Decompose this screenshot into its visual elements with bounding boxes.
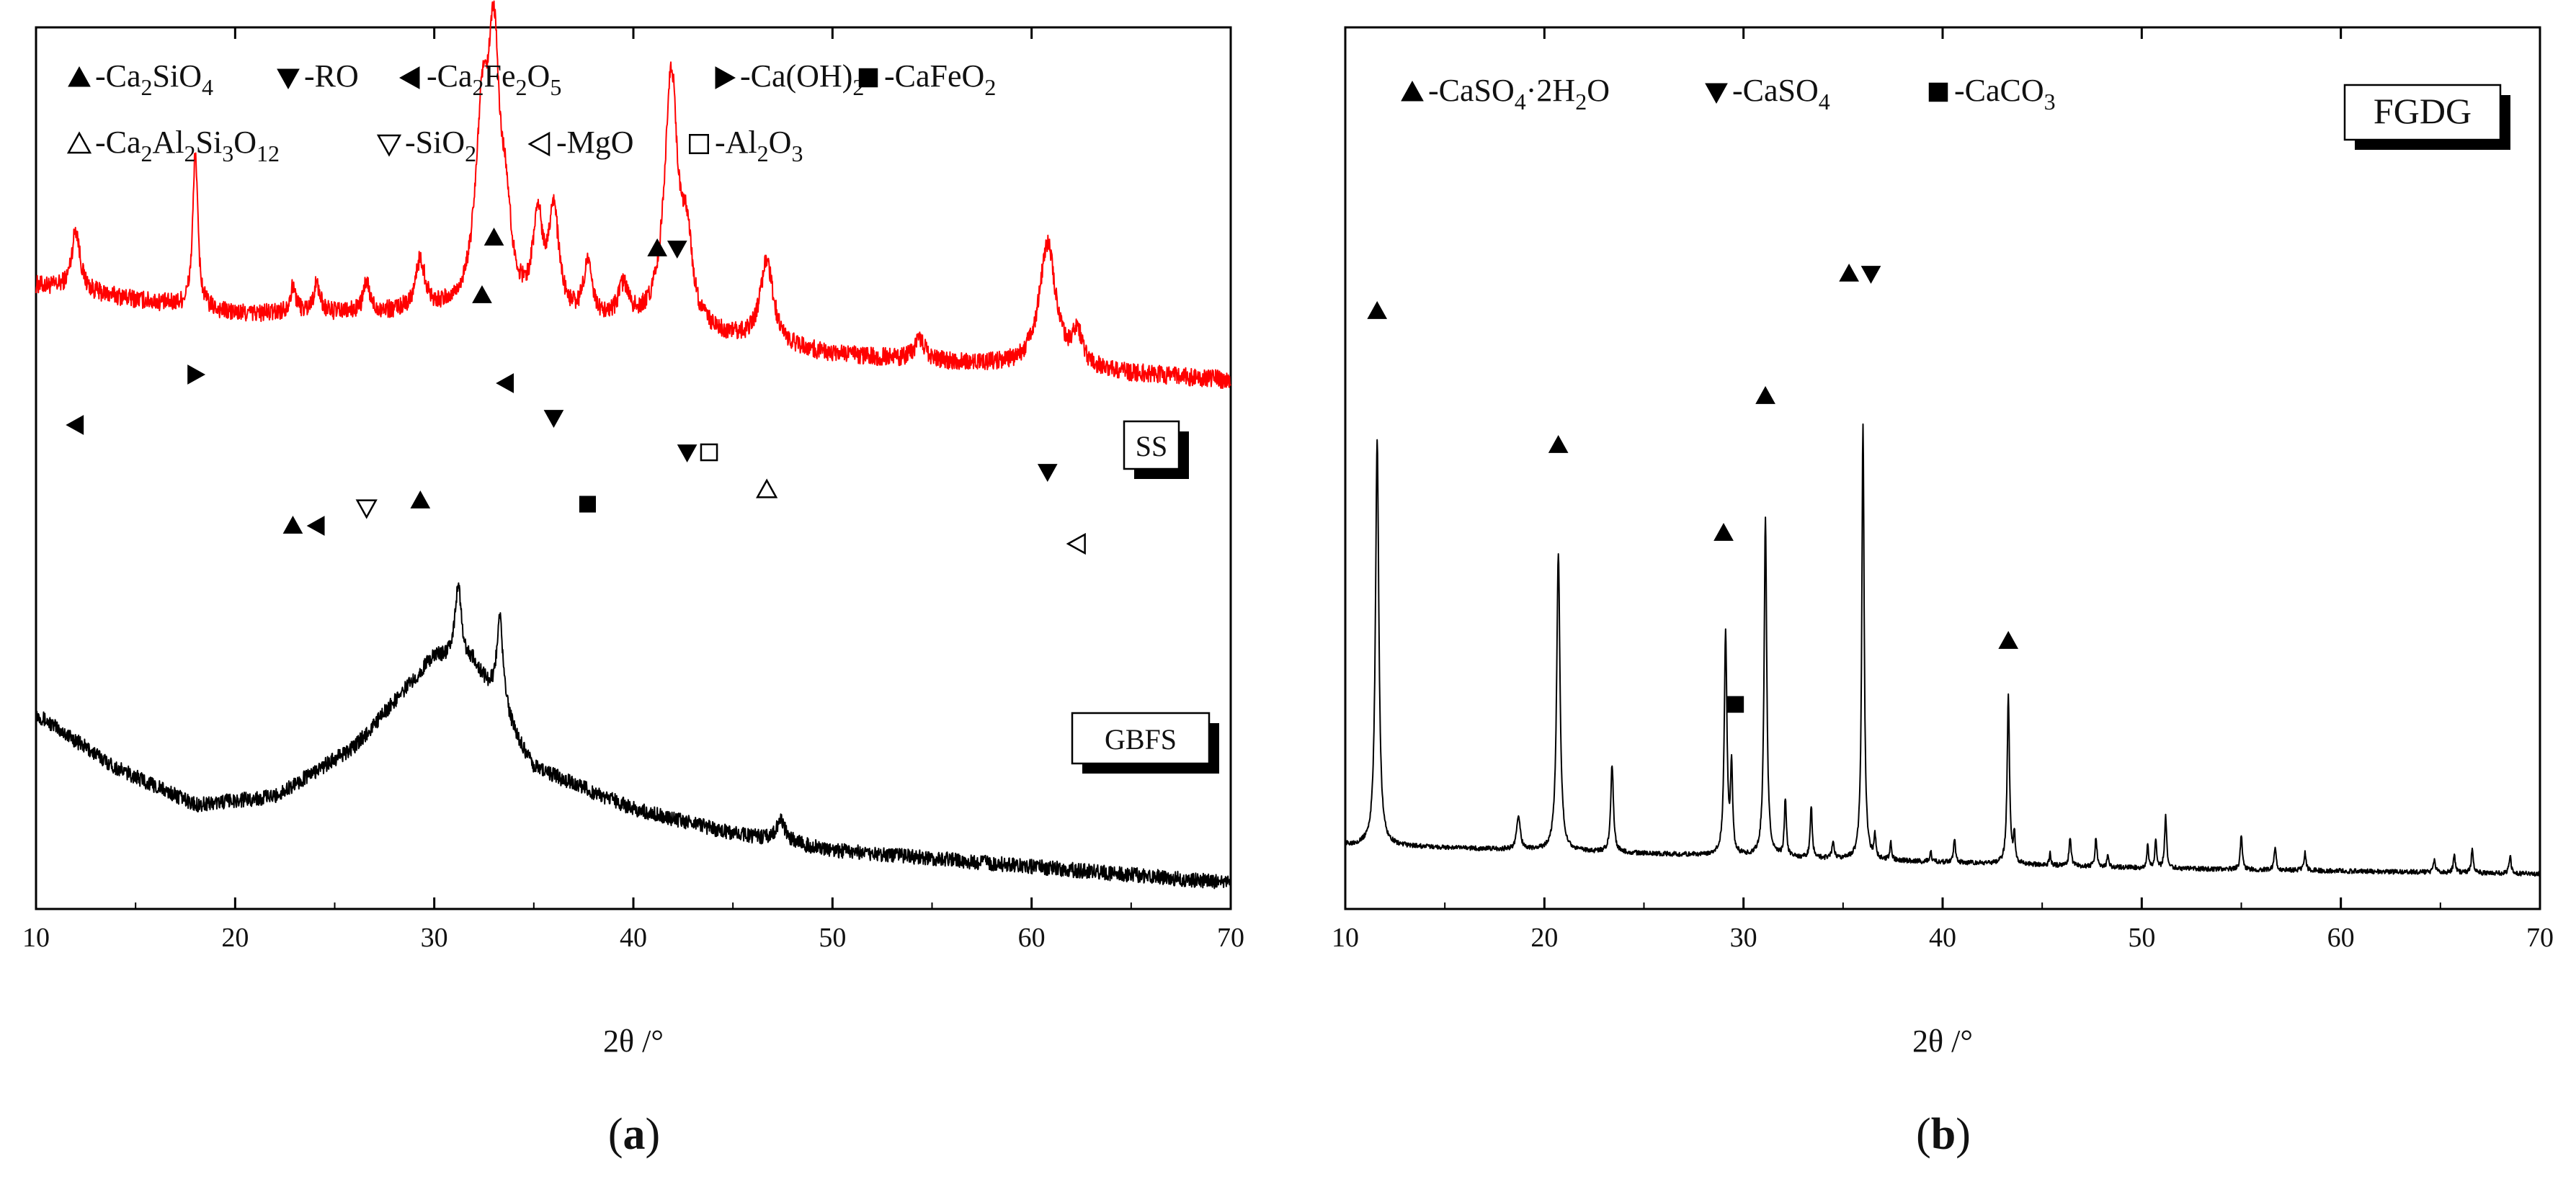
peak-marker-filled-right-triangle xyxy=(187,364,206,385)
x-axis-label: 2θ /° xyxy=(1912,1023,1973,1059)
peak-marker-filled-up-triangle xyxy=(1755,385,1775,404)
peak-marker-filled-up-triangle xyxy=(647,238,668,256)
x-tick-label: 70 xyxy=(1217,923,1244,953)
series-line-ss xyxy=(35,0,1231,389)
peak-marker-open-left-triangle xyxy=(1066,532,1086,555)
legend-symbol-filled-right-triangle xyxy=(715,66,736,89)
legend-label: -CaCO3​ xyxy=(1954,73,2056,115)
peak-marker-filled-down-triangle xyxy=(1037,464,1058,483)
sample-label-box xyxy=(1071,712,1211,765)
x-tick-label: 20 xyxy=(1530,923,1558,953)
x-tick-label: 60 xyxy=(1018,923,1046,953)
peak-marker-filled-up-triangle xyxy=(282,515,303,534)
x-tick-label: 10 xyxy=(22,923,50,953)
x-tick-label: 50 xyxy=(2128,923,2155,953)
peak-marker-filled-left-triangle xyxy=(496,373,514,393)
x-tick-label: 30 xyxy=(421,923,448,953)
legend-label: -Al2​O3​ xyxy=(715,125,803,166)
legend-symbol-filled-up-triangle xyxy=(68,66,91,87)
legend-label: -MgO xyxy=(556,125,634,160)
peak-marker-open-up-triangle xyxy=(756,478,778,498)
panel-b: 10 20 30 40 50 60 70 2θ /° FGDG -CaSO4​·2H2​O -CaS… xyxy=(1332,26,2554,1159)
legend-symbol-filled-up-triangle xyxy=(1401,80,1424,102)
legend-label: -Ca(OH)2​ xyxy=(740,58,864,100)
panel-a: 10 20 30 40 50 60 70 2θ /° SS GBFS -Ca2​SiO4​ -RO -C… xyxy=(22,0,1244,1159)
legend-symbol-open-square xyxy=(689,134,709,154)
peak-marker-filled-down-triangle xyxy=(677,444,698,463)
peak-marker-filled-up-triangle xyxy=(410,490,431,509)
peak-marker-filled-up-triangle xyxy=(1713,522,1734,541)
x-tick-label: 40 xyxy=(620,923,647,953)
panel-label: (b) xyxy=(1916,1110,1971,1159)
legend-label: -RO xyxy=(304,58,359,94)
sample-label-gbfs: GBFS xyxy=(1105,723,1177,756)
legend-symbol-open-up-triangle xyxy=(66,131,92,154)
peak-marker-filled-down-triangle xyxy=(543,410,564,429)
legend-label: -SiO2​ xyxy=(405,125,476,166)
peak-marker-filled-up-triangle xyxy=(1367,300,1388,319)
x-tick-label: 20 xyxy=(221,923,249,953)
legend-symbol-filled-square xyxy=(858,68,878,88)
sample-label-box xyxy=(1123,420,1180,470)
x-tick-label: 70 xyxy=(2526,923,2554,953)
legend-symbol-filled-down-triangle xyxy=(277,68,300,90)
peak-marker-filled-down-triangle xyxy=(1860,266,1881,285)
peak-marker-filled-left-triangle xyxy=(66,415,84,435)
sample-label-ss: SS xyxy=(1136,430,1168,462)
legend-symbol-filled-square xyxy=(1928,82,1948,102)
sample-label-fgdg: FGDG xyxy=(2374,91,2472,131)
legend-symbol-filled-left-triangle xyxy=(398,66,420,89)
series-line-fgdg xyxy=(1345,423,2541,877)
legend-label: -Ca2​Fe2​O5​ xyxy=(427,58,561,100)
legend-label: -CaSO4​·2H2​O xyxy=(1428,73,1610,115)
legend-label: -CaFeO2​ xyxy=(884,58,996,100)
peak-marker-open-down-triangle xyxy=(355,499,378,519)
legend-symbol-filled-down-triangle xyxy=(1705,83,1728,104)
peak-marker-filled-left-triangle xyxy=(306,516,325,536)
x-tick-label: 10 xyxy=(1332,923,1359,953)
legend-label: -CaSO4​ xyxy=(1732,73,1830,115)
plot-frame xyxy=(1344,26,2541,910)
x-tick-label: 30 xyxy=(1730,923,1757,953)
peak-marker-filled-up-triangle xyxy=(1998,630,2019,649)
x-tick-label: 60 xyxy=(2327,923,2355,953)
legend-symbol-open-left-triangle xyxy=(527,131,551,157)
peak-marker-filled-square xyxy=(1727,696,1744,713)
legend-label: -Ca2​Al2​Si3​O12​ xyxy=(95,125,280,166)
peak-marker-filled-up-triangle xyxy=(472,285,492,303)
peak-marker-filled-down-triangle xyxy=(667,241,687,259)
peak-marker-filled-up-triangle xyxy=(483,227,504,246)
peak-marker-filled-square xyxy=(579,496,596,513)
x-tick-label: 40 xyxy=(1929,923,1956,953)
legend-symbol-open-down-triangle xyxy=(376,134,402,157)
peak-marker-open-square xyxy=(700,443,718,462)
series-line-gbfs xyxy=(35,582,1231,890)
peak-marker-filled-up-triangle xyxy=(1548,434,1569,453)
sample-label-box xyxy=(2343,84,2502,141)
x-axis-label: 2θ /° xyxy=(603,1023,664,1059)
peak-marker-filled-up-triangle xyxy=(1839,263,1859,282)
x-tick-label: 50 xyxy=(819,923,846,953)
legend-label: -Ca2​SiO4​ xyxy=(95,58,213,100)
panel-label: (a) xyxy=(608,1110,660,1159)
